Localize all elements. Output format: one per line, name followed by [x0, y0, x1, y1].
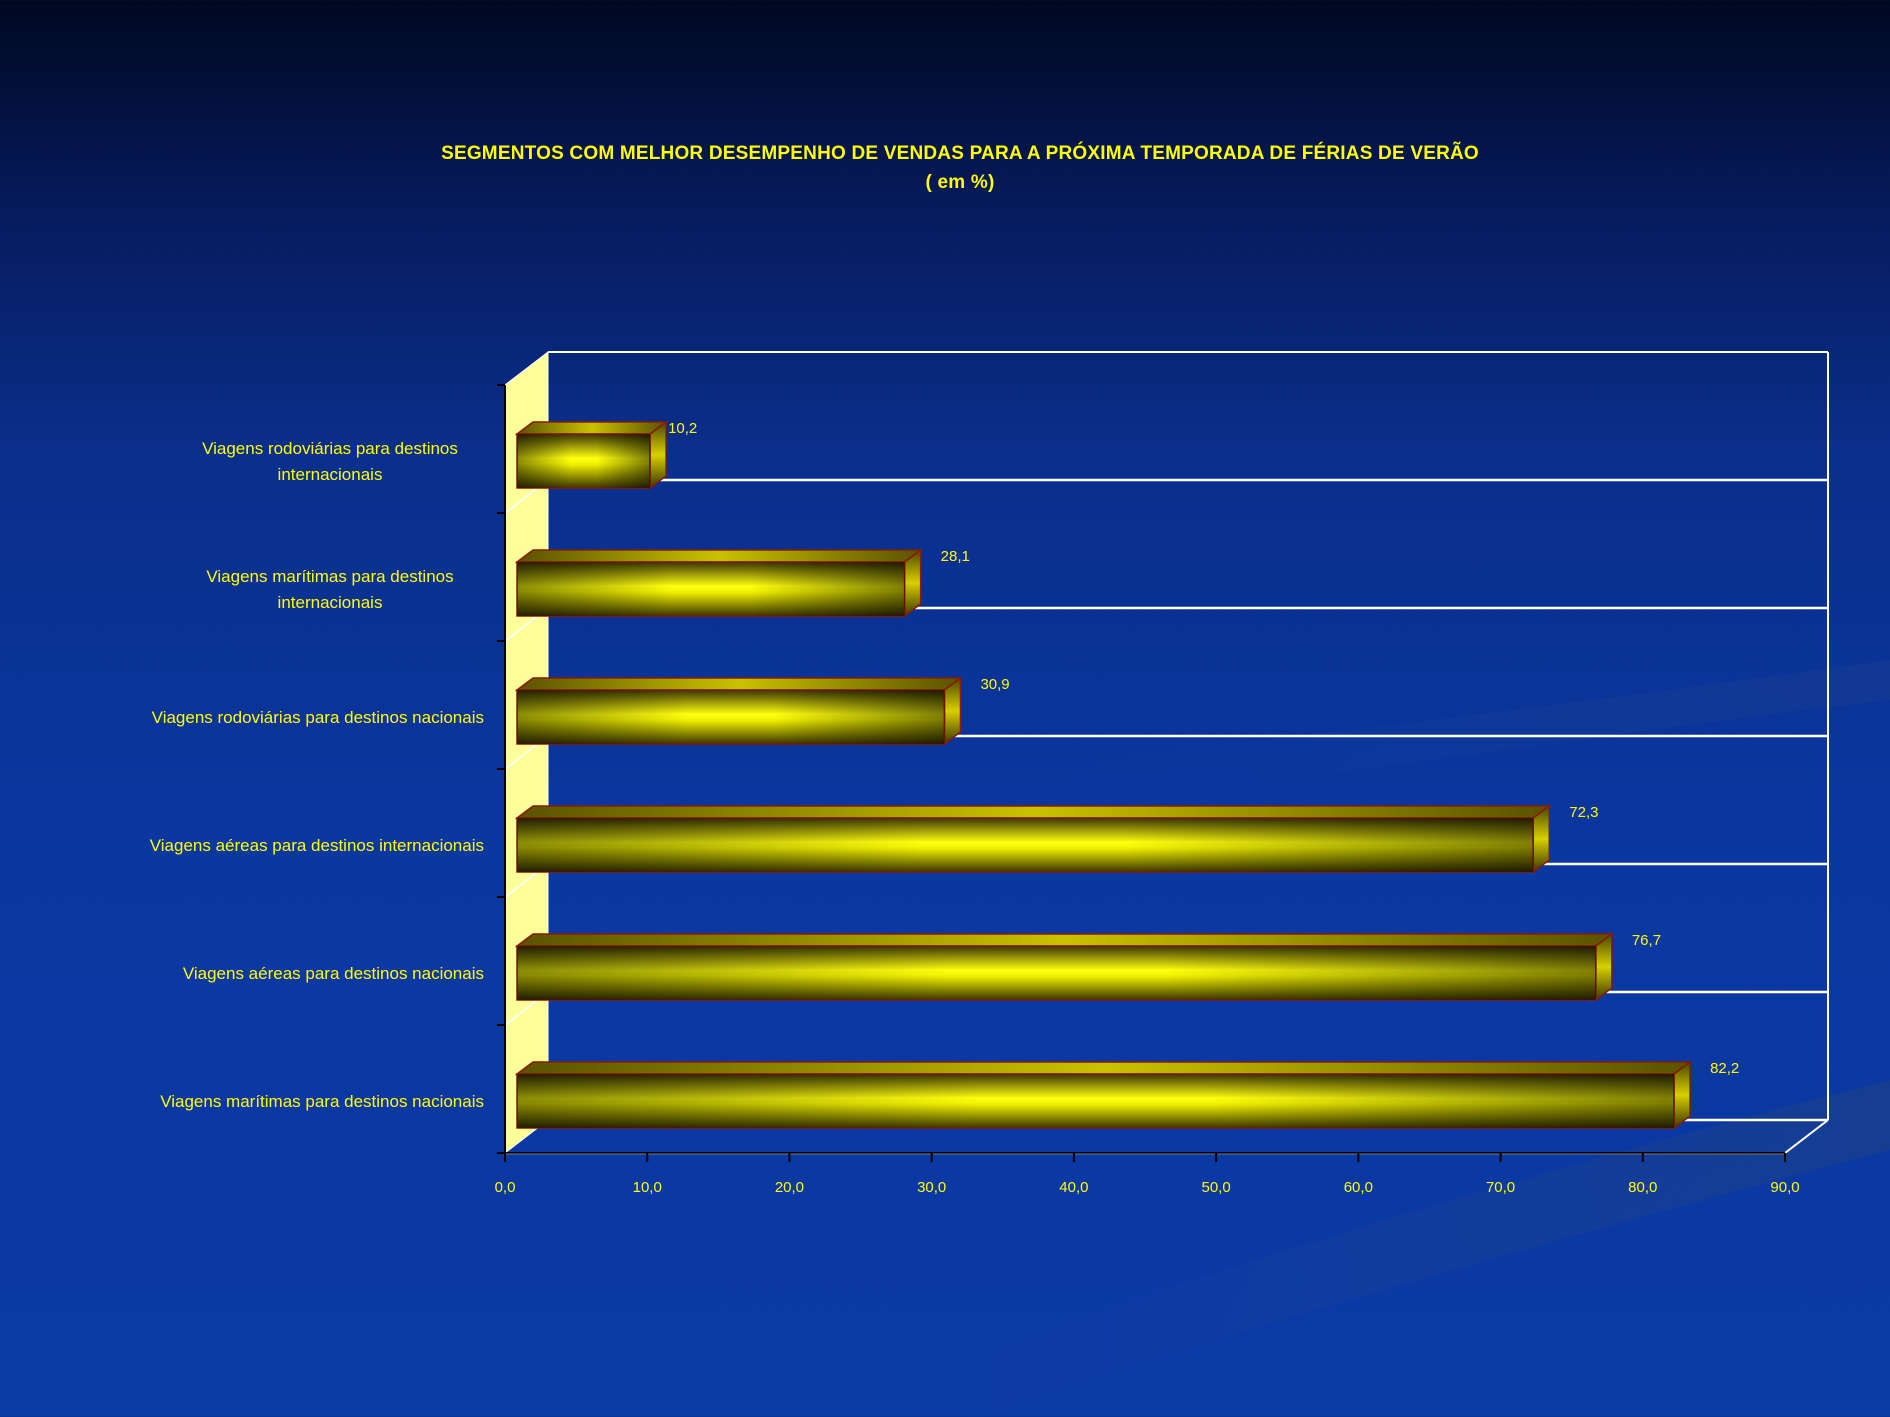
- bar-end: [943, 676, 962, 746]
- bar-shading: [517, 434, 651, 488]
- bar-shading: [517, 690, 945, 744]
- x-tick-label: 30,0: [917, 1179, 946, 1196]
- bar-top: [514, 805, 1552, 819]
- bar-shading: [517, 562, 905, 616]
- chart-subtitle: ( em %): [925, 172, 995, 193]
- x-tick-label: 50,0: [1202, 1179, 1231, 1196]
- bar-top: [514, 677, 963, 691]
- bar-top: [514, 1061, 1693, 1075]
- bar-end: [1532, 804, 1551, 874]
- category-label: Viagens rodoviárias para destinos nacion…: [152, 708, 484, 727]
- background-swoosh: [820, 660, 1890, 1417]
- value-label: 76,7: [1632, 932, 1661, 949]
- category-label: Viagens aéreas para destinos internacion…: [150, 836, 484, 855]
- bar-shading: [517, 1074, 1675, 1128]
- bar-top: [514, 933, 1615, 947]
- bar-top: [514, 421, 669, 435]
- x-tick-label: 0,0: [495, 1179, 516, 1196]
- category-label: Viagens marítimas para destinos nacionai…: [160, 1092, 484, 1111]
- chart-title: SEGMENTOS COM MELHOR DESEMPENHO DE VENDA…: [441, 143, 1479, 164]
- bar-end: [1595, 932, 1613, 1002]
- x-tick-label: 80,0: [1628, 1179, 1657, 1196]
- x-tick-label: 10,0: [633, 1179, 662, 1196]
- bar-shading: [517, 946, 1596, 1000]
- category-label: internacionais: [278, 465, 383, 484]
- x-tick-label: 20,0: [775, 1179, 804, 1196]
- value-label: 72,3: [1569, 804, 1598, 821]
- x-tick-label: 90,0: [1770, 1179, 1799, 1196]
- value-label: 82,2: [1710, 1060, 1739, 1077]
- category-label: Viagens aéreas para destinos nacionais: [183, 964, 484, 983]
- bar-end: [903, 548, 922, 618]
- category-label: Viagens rodoviárias para destinos: [202, 439, 458, 458]
- category-label: Viagens marítimas para destinos: [206, 567, 453, 586]
- x-tick-label: 40,0: [1059, 1179, 1088, 1196]
- floor-right-edge: [1784, 1119, 1829, 1154]
- category-label: internacionais: [278, 593, 383, 612]
- bar-end: [1673, 1060, 1691, 1130]
- x-tick-label: 60,0: [1344, 1179, 1373, 1196]
- value-label: 30,9: [980, 676, 1009, 693]
- plot-area: 0,0 10,0 20,0 30,0 40,0 50,0 60,0 70,0 80,0 90,0 1…: [150, 350, 1829, 1196]
- value-label: 10,2: [668, 420, 697, 437]
- bar-shading: [517, 818, 1534, 872]
- bar-top: [514, 549, 923, 563]
- value-label: 28,1: [941, 548, 970, 565]
- x-tick-label: 70,0: [1486, 1179, 1515, 1196]
- bar-end: [649, 420, 667, 490]
